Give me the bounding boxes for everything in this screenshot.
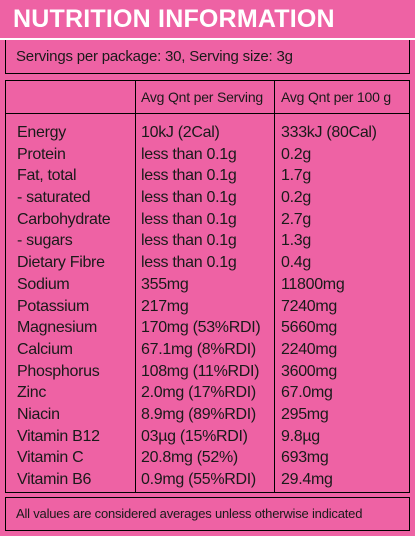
per-100g-value: 9.8µg bbox=[281, 427, 320, 445]
per-serving-value: 2.0mg (17%RDI) bbox=[141, 384, 256, 402]
nutrient-row: Phosphorus 108mg (11%RDI) 3600mg bbox=[0, 361, 415, 383]
nutrient-name: Fat, total bbox=[17, 167, 77, 185]
nutrient-row: Energy 10kJ (2Cal) 333kJ (80Cal) bbox=[0, 122, 415, 144]
per-serving-value: less than 0.1g bbox=[141, 210, 237, 228]
per-serving-value: less than 0.1g bbox=[141, 232, 237, 250]
nutrient-name: Potassium bbox=[17, 297, 89, 315]
nutrient-name: - saturated bbox=[17, 189, 91, 207]
nutrient-rows: Energy 10kJ (2Cal) 333kJ (80Cal) Protein les… bbox=[0, 122, 415, 491]
per-100g-value: 1.7g bbox=[281, 167, 311, 185]
per-100g-value: 7240mg bbox=[281, 297, 338, 315]
nutrient-row: Fat, total less than 0.1g 1.7g bbox=[0, 165, 415, 187]
nutrient-name: Protein bbox=[17, 145, 66, 163]
per-100g-value: 0.2g bbox=[281, 145, 311, 163]
per-100g-value: 5660mg bbox=[281, 319, 338, 337]
servings-info: Servings per package: 30, Serving size: … bbox=[5, 40, 410, 74]
nutrient-name: Phosphorus bbox=[17, 362, 100, 380]
column-divider bbox=[274, 80, 275, 493]
nutrient-row: Vitamin B12 03µg (15%RDI) 9.8µg bbox=[0, 426, 415, 448]
nutrient-row: Zinc 2.0mg (17%RDI) 67.0mg bbox=[0, 382, 415, 404]
nutrient-row: Vitamin B6 0.9mg (55%RDI) 29.4mg bbox=[0, 469, 415, 491]
nutrient-row: Niacin 8.9mg (89%RDI) 295mg bbox=[0, 404, 415, 426]
per-serving-value: 20.8mg (52%) bbox=[141, 449, 238, 467]
per-serving-value: 67.1mg (8%RDI) bbox=[141, 340, 256, 358]
footer-note: All values are considered averages unles… bbox=[5, 497, 410, 531]
per-100g-value: 67.0mg bbox=[281, 384, 333, 402]
per-serving-value: 8.9mg (89%RDI) bbox=[141, 405, 256, 423]
header-per-100g: Avg Qnt per 100 g bbox=[281, 89, 391, 105]
nutrient-name: Carbohydrate bbox=[17, 210, 111, 228]
panel-title: NUTRITION INFORMATION bbox=[0, 0, 415, 40]
column-divider bbox=[135, 80, 136, 493]
nutrient-name: Magnesium bbox=[17, 319, 98, 337]
nutrient-row: Vitamin C 20.8mg (52%) 693mg bbox=[0, 447, 415, 469]
table-header bbox=[5, 80, 410, 114]
per-100g-value: 11800mg bbox=[281, 275, 345, 293]
nutrient-row: - sugars less than 0.1g 1.3g bbox=[0, 230, 415, 252]
per-serving-value: less than 0.1g bbox=[141, 145, 237, 163]
per-serving-value: 217mg bbox=[141, 297, 189, 315]
per-100g-value: 0.4g bbox=[281, 254, 311, 272]
per-100g-value: 1.3g bbox=[281, 232, 311, 250]
per-100g-value: 333kJ (80Cal) bbox=[281, 124, 377, 141]
per-serving-value: 355mg bbox=[141, 275, 189, 293]
nutrient-name: Sodium bbox=[17, 275, 70, 293]
nutrient-row: Magnesium 170mg (53%RDI) 5660mg bbox=[0, 317, 415, 339]
nutrient-row: Calcium 67.1mg (8%RDI) 2240mg bbox=[0, 339, 415, 361]
nutrient-row: Protein less than 0.1g 0.2g bbox=[0, 144, 415, 166]
per-100g-value: 295mg bbox=[281, 405, 329, 423]
nutrient-name: - sugars bbox=[17, 232, 73, 250]
table-body bbox=[5, 114, 410, 493]
per-100g-value: 29.4mg bbox=[281, 471, 333, 488]
nutrient-name: Vitamin C bbox=[17, 449, 84, 467]
nutrient-name: Vitamin B6 bbox=[17, 471, 92, 488]
nutrient-name: Calcium bbox=[17, 340, 73, 358]
per-serving-value: 170mg (53%RDI) bbox=[141, 319, 261, 337]
per-100g-value: 2240mg bbox=[281, 340, 338, 358]
per-serving-value: less than 0.1g bbox=[141, 167, 237, 185]
per-100g-value: 693mg bbox=[281, 449, 329, 467]
nutrient-name: Dietary Fibre bbox=[17, 254, 105, 272]
header-per-serving: Avg Qnt per Serving bbox=[141, 89, 264, 105]
per-serving-value: less than 0.1g bbox=[141, 254, 237, 272]
per-serving-value: 0.9mg (55%RDI) bbox=[141, 471, 256, 488]
nutrient-name: Niacin bbox=[17, 405, 60, 423]
per-serving-value: 108mg (11%RDI) bbox=[141, 362, 260, 380]
nutrient-row: Potassium 217mg 7240mg bbox=[0, 296, 415, 318]
nutrient-name: Vitamin B12 bbox=[17, 427, 100, 445]
per-100g-value: 0.2g bbox=[281, 189, 311, 207]
nutrient-row: Dietary Fibre less than 0.1g 0.4g bbox=[0, 252, 415, 274]
nutrient-row: Carbohydrate less than 0.1g 2.7g bbox=[0, 209, 415, 231]
nutrient-row: - saturated less than 0.1g 0.2g bbox=[0, 187, 415, 209]
per-serving-value: 03µg (15%RDI) bbox=[141, 427, 248, 445]
nutrient-name: Energy bbox=[17, 124, 66, 141]
nutrient-name: Zinc bbox=[17, 384, 47, 402]
per-serving-value: less than 0.1g bbox=[141, 189, 237, 207]
per-serving-value: 10kJ (2Cal) bbox=[141, 124, 220, 141]
nutrient-row: Sodium 355mg 11800mg bbox=[0, 274, 415, 296]
per-100g-value: 3600mg bbox=[281, 362, 338, 380]
per-100g-value: 2.7g bbox=[281, 210, 311, 228]
